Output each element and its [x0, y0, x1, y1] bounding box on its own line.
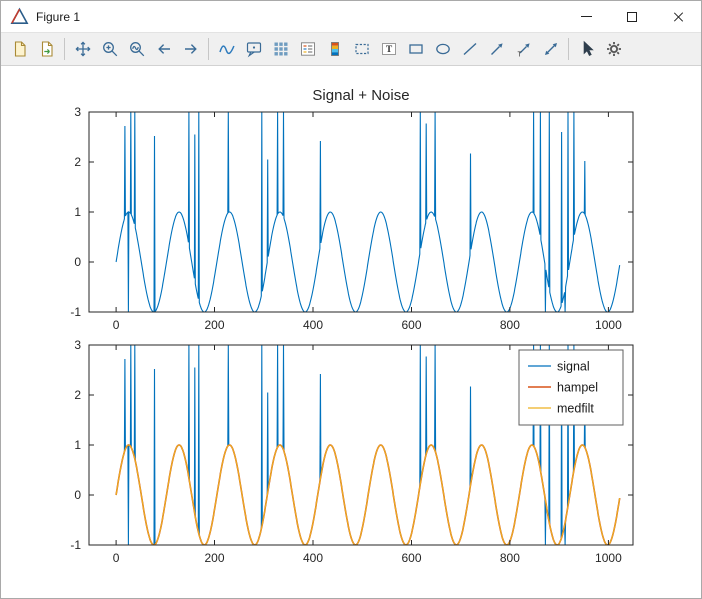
close-button[interactable] [655, 1, 701, 32]
x-tick-label: 200 [204, 318, 224, 332]
forward-button[interactable] [177, 36, 204, 63]
pan-icon [74, 41, 91, 57]
line-icon [463, 42, 476, 56]
rectangle-icon [408, 44, 423, 54]
x-tick-label: 0 [113, 318, 120, 332]
y-tick-label: 3 [74, 105, 81, 119]
open-file-button[interactable] [6, 36, 33, 63]
legend-label: signal [557, 360, 590, 374]
x-tick-label: 1000 [595, 551, 622, 565]
x-tick-label: 600 [401, 551, 421, 565]
window-controls [563, 1, 701, 32]
x-tick-label: 600 [401, 318, 421, 332]
y-tick-label: 1 [74, 438, 81, 452]
toolbar-separator [568, 38, 569, 60]
y-tick-label: -1 [70, 305, 81, 319]
curve-button[interactable] [213, 36, 240, 63]
datatip-icon [246, 42, 261, 58]
window-title: Figure 1 [36, 9, 81, 24]
text-arrow-button[interactable]: T [510, 36, 537, 63]
text-box-icon: T [381, 43, 396, 55]
x-tick-label: 400 [303, 551, 323, 565]
matlab-logo-icon [10, 7, 29, 26]
legend-insert-button[interactable] [294, 36, 321, 63]
series-signal [115, 112, 621, 312]
legend[interactable]: signal hampel medfilt [518, 349, 624, 426]
top-plot: 0 200 400 600 800 1000 -1 0 1 2 3 Signal + Noise [70, 87, 634, 332]
x-tick-label: 1000 [595, 318, 622, 332]
zoom-in-button[interactable] [96, 36, 123, 63]
ellipse-icon [435, 43, 450, 55]
y-tick-label: 0 [74, 255, 81, 269]
double-arrow-button[interactable] [537, 36, 564, 63]
y-tick-label: -1 [70, 538, 81, 552]
forward-icon [184, 44, 197, 54]
svg-text:T: T [517, 52, 522, 59]
plot-title: Signal + Noise [312, 87, 409, 104]
y-tick-label: 3 [74, 338, 81, 352]
legend-insert-icon [300, 42, 315, 56]
close-icon [672, 11, 684, 23]
minimize-button[interactable] [563, 1, 609, 32]
export-file-icon [41, 41, 53, 57]
colorbar-icon [330, 42, 339, 56]
ellipse-button[interactable] [429, 36, 456, 63]
text-arrow-icon: T [517, 43, 530, 59]
x-tick-label: 800 [500, 551, 520, 565]
figure-canvas: 0 200 400 600 800 1000 -1 0 1 2 3 Signal + Noise 0 2… [1, 66, 701, 598]
x-tick-label: 800 [500, 318, 520, 332]
y-tick-label: 1 [74, 205, 81, 219]
grid-button[interactable] [267, 36, 294, 63]
rectangle-button[interactable] [402, 36, 429, 63]
open-file-icon [14, 41, 26, 57]
pointer-button[interactable] [573, 36, 600, 63]
minimize-icon [580, 16, 592, 17]
zoom-curve-button[interactable] [123, 36, 150, 63]
x-tick-label: 400 [303, 318, 323, 332]
datatip-button[interactable] [240, 36, 267, 63]
arrow-icon [490, 43, 503, 55]
svg-text:T: T [385, 45, 392, 55]
zoom-in-icon [102, 42, 117, 57]
y-tick-label: 2 [74, 155, 81, 169]
maximize-icon [627, 11, 637, 22]
y-tick-label: 0 [74, 488, 81, 502]
maximize-button[interactable] [609, 1, 655, 32]
y-tick-label: 2 [74, 388, 81, 402]
back-button[interactable] [150, 36, 177, 63]
export-file-button[interactable] [33, 36, 60, 63]
back-icon [157, 44, 170, 54]
settings-icon [606, 42, 621, 56]
bottom-plot: 0 200 400 600 800 1000 -1 0 1 2 3 signal hampel medfi… [70, 338, 634, 565]
colorbar-button[interactable] [321, 36, 348, 63]
legend-label: medfilt [557, 402, 594, 416]
zoom-curve-icon [129, 42, 144, 57]
toolbar-separator [64, 38, 65, 60]
pointer-icon [583, 40, 594, 57]
pan-button[interactable] [69, 36, 96, 63]
text-box-button[interactable]: T [375, 36, 402, 63]
grid-icon [274, 42, 287, 56]
arrow-button[interactable] [483, 36, 510, 63]
settings-button[interactable] [600, 36, 627, 63]
legend-label: hampel [557, 381, 598, 395]
selection-button[interactable] [348, 36, 375, 63]
selection-icon [354, 43, 369, 55]
titlebar: Figure 1 [1, 1, 701, 32]
toolbar-separator [208, 38, 209, 60]
curve-icon [218, 45, 235, 55]
x-tick-label: 200 [204, 551, 224, 565]
x-tick-label: 0 [113, 551, 120, 565]
series-medfilt [115, 444, 621, 545]
line-button[interactable] [456, 36, 483, 63]
double-arrow-icon [544, 43, 557, 55]
